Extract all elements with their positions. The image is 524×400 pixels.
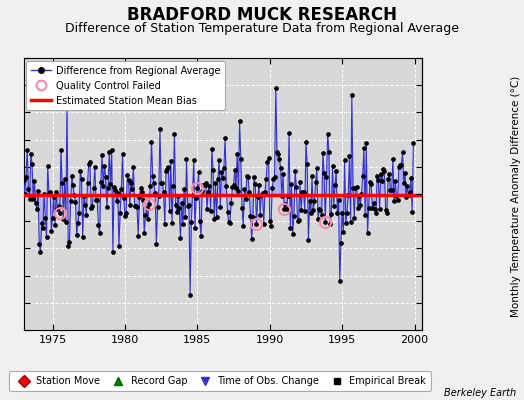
Difference from Regional Average [354,185,360,190]
Text: Difference of Station Temperature Data from Regional Average: Difference of Station Temperature Data f… [65,22,459,35]
Legend: Station Move, Record Gap, Time of Obs. Change, Empirical Break: Station Move, Record Gap, Time of Obs. C… [9,372,431,391]
Difference from Regional Average [272,86,279,90]
Difference from Regional Average [286,131,292,136]
Difference from Regional Average [20,178,27,183]
Difference from Regional Average [187,292,193,297]
Difference from Regional Average [77,168,83,173]
Text: Monthly Temperature Anomaly Difference (°C): Monthly Temperature Anomaly Difference (… [511,75,521,317]
Difference from Regional Average [410,141,417,146]
Difference from Regional Average [315,217,321,222]
Line: Difference from Regional Average: Difference from Regional Average [21,86,416,296]
Difference from Regional Average [125,178,132,183]
Difference from Regional Average [388,188,395,192]
Legend: Difference from Regional Average, Quality Control Failed, Estimated Station Mean: Difference from Regional Average, Qualit… [27,61,225,110]
Text: Berkeley Earth: Berkeley Earth [444,388,516,398]
Text: BRADFORD MUCK RESEARCH: BRADFORD MUCK RESEARCH [127,6,397,24]
